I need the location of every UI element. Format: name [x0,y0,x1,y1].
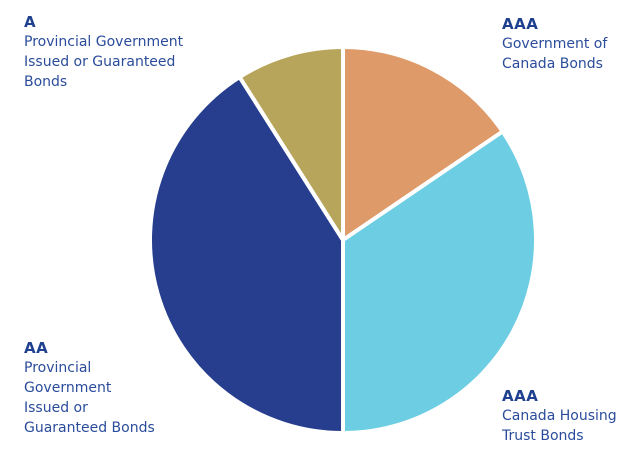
slice-rating: AAA [502,15,539,33]
pie-slice-1 [341,129,538,435]
slice-rating: A [24,13,37,31]
label-aa-provincial-bonds: AA Provincial Government Issued or Guara… [24,338,155,438]
slice-rating: AA [24,339,49,357]
label-a-provincial-bonds: A Provincial Government Issued or Guaran… [24,12,183,92]
pie-slice-0 [341,45,505,242]
slice-description: Provincial Government Issued or Guarante… [24,34,184,90]
slice-rating: AAA [502,387,539,405]
slice-description: Provincial Government Issued or Guarante… [24,360,155,436]
slice-description: Government of Canada Bonds [502,36,608,72]
pie-slice-3 [237,45,345,242]
label-government-of-canada-bonds: AAA Government of Canada Bonds [502,14,607,74]
label-canada-housing-trust-bonds: AAA Canada Housing Trust Bonds [502,386,617,446]
slice-description: Canada Housing Trust Bonds [502,408,617,444]
